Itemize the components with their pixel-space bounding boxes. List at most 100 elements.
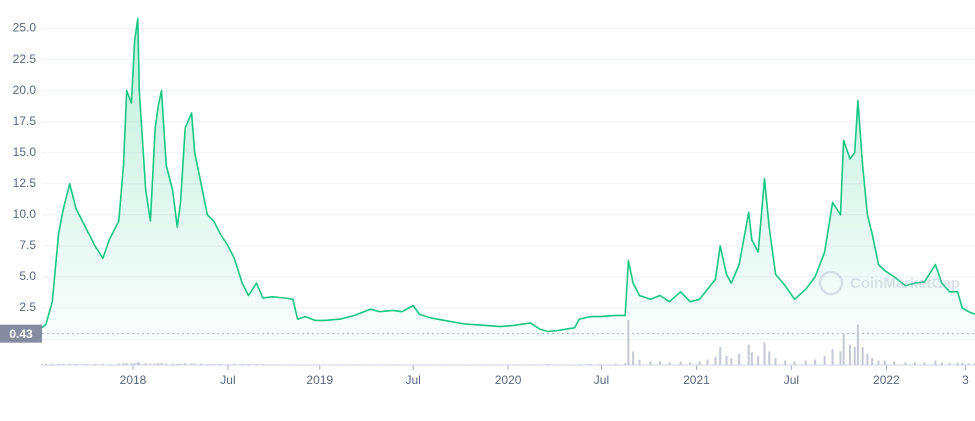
volume-bar <box>668 362 671 365</box>
y-tick-label: 25.0 <box>13 21 37 35</box>
volume-bar <box>62 363 65 365</box>
volume-bar <box>706 359 709 365</box>
volume-bar <box>763 342 766 365</box>
volume-bar <box>871 358 874 365</box>
price-marker-box <box>0 324 42 343</box>
volume-bar <box>179 363 182 365</box>
volume-bar <box>614 363 617 365</box>
watermark-text: CoinMarketCap <box>850 275 960 292</box>
volume-bar <box>774 358 777 365</box>
volume-bar <box>719 347 722 365</box>
x-tick-label: Jul <box>594 373 609 387</box>
volume-bar <box>94 364 97 365</box>
volume-bar <box>793 361 796 365</box>
volume-bar <box>904 362 907 365</box>
volume-bar <box>130 363 133 365</box>
volume-bar <box>659 361 662 365</box>
volume-bar <box>698 361 701 365</box>
volume-bar <box>75 364 78 365</box>
volume-bar <box>967 363 970 365</box>
volume-bar <box>206 364 209 365</box>
x-tick-label: 2018 <box>120 373 147 387</box>
volume-bar <box>117 363 120 365</box>
volume-bar <box>923 362 926 365</box>
volume-bar <box>171 363 174 365</box>
volume-bar <box>632 351 635 365</box>
volume-bar <box>165 363 168 365</box>
x-tick-label: Jul <box>220 373 235 387</box>
volume-bar <box>193 363 196 365</box>
volume-bar <box>122 363 125 365</box>
volume-bar <box>861 347 864 365</box>
volume-bar <box>226 364 229 365</box>
volume-bar <box>154 363 157 365</box>
x-tick-label: 2019 <box>306 373 333 387</box>
x-tick-label: 3 <box>962 373 969 387</box>
volume-bar <box>893 361 896 365</box>
volume-bar <box>101 364 104 365</box>
volume-bar <box>839 351 842 365</box>
volume-bar <box>138 362 141 365</box>
y-tick-label: 5.0 <box>19 269 36 283</box>
volume-bar <box>627 320 630 365</box>
volume-bar <box>41 364 43 365</box>
volume-bar <box>176 363 179 365</box>
volume-bar <box>714 356 717 365</box>
volume-bar <box>738 353 741 365</box>
volume-bar <box>598 364 601 365</box>
plot-layer: 2.5 5.0 7.5 10.0 12.5 15.0 17.5 20.0 22.5 25.0 201… <box>0 17 975 387</box>
volume-bar <box>149 363 152 365</box>
volume-bar <box>730 358 733 365</box>
volume-bar <box>247 364 250 365</box>
y-tick-label: 7.5 <box>19 238 36 252</box>
volume-bar <box>68 364 71 365</box>
price-area <box>42 18 975 339</box>
volume-bar <box>913 362 916 365</box>
volume-bar <box>241 364 244 365</box>
volume-bar <box>848 344 851 365</box>
volume-bar <box>108 364 111 365</box>
volume-bar <box>956 362 959 365</box>
volume-bar <box>940 362 943 365</box>
volume-bar <box>578 364 581 365</box>
x-tick-label: Jul <box>784 373 799 387</box>
volume-bar <box>589 364 592 365</box>
y-tick-label: 22.5 <box>13 52 37 66</box>
watermark-logo <box>818 270 844 296</box>
volume-bar <box>125 363 128 365</box>
volume-bar <box>856 324 859 365</box>
volume-bar <box>750 352 753 365</box>
volume-bar <box>84 364 87 365</box>
y-tick-label: 2.5 <box>19 300 36 314</box>
volume-bar <box>233 364 236 365</box>
volume-bar <box>144 363 147 365</box>
volume-bar <box>200 363 203 365</box>
volume-bar <box>624 363 627 365</box>
volume-bar <box>725 356 728 365</box>
volume-bar <box>757 356 760 365</box>
volume-bar <box>842 333 845 365</box>
price-line <box>41 17 975 333</box>
volume-bar <box>157 363 160 365</box>
x-tick-label: 2021 <box>683 373 710 387</box>
volume-bar <box>814 359 817 365</box>
volume-bar <box>160 362 163 365</box>
volume-bar <box>877 360 880 365</box>
volume-bar <box>136 362 139 365</box>
y-tick-label: 17.5 <box>13 114 37 128</box>
volume-bar <box>934 360 937 365</box>
price-marker-label: 0.43 <box>9 327 33 341</box>
volume-bar <box>261 364 264 365</box>
volume-bar <box>784 360 787 365</box>
x-tick-label: 2022 <box>873 373 900 387</box>
x-tick-label: Jul <box>405 373 420 387</box>
volume-bar <box>768 351 771 365</box>
y-tick-label: 15.0 <box>13 145 37 159</box>
y-tick-label: 20.0 <box>13 83 37 97</box>
volume-bar <box>823 356 826 365</box>
y-tick-label: 12.5 <box>13 176 37 190</box>
volume-bar <box>948 362 951 365</box>
volume-bar <box>866 353 869 365</box>
volume-bar <box>184 363 187 365</box>
